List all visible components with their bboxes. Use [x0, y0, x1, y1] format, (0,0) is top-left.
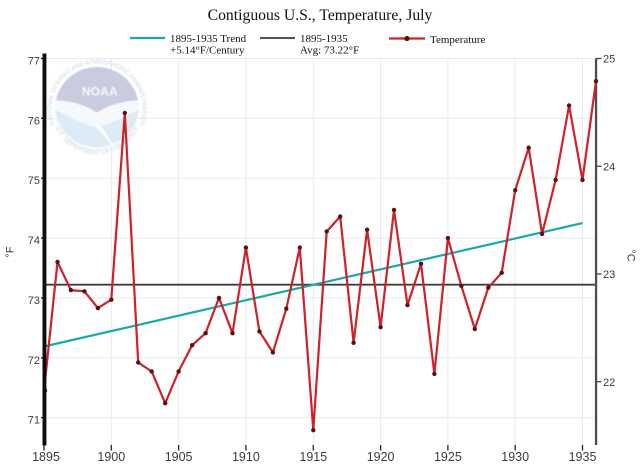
svg-text:NOAA: NOAA — [82, 85, 118, 99]
svg-text:1920: 1920 — [367, 450, 395, 464]
svg-text:22: 22 — [603, 377, 615, 389]
svg-text:75: 75 — [28, 175, 40, 187]
svg-text:1895-1935 Trend: 1895-1935 Trend — [170, 33, 247, 45]
svg-text:72: 72 — [28, 355, 40, 367]
svg-text:Contiguous U.S., Temperature,: Contiguous U.S., Temperature, July — [208, 7, 433, 24]
svg-text:1905: 1905 — [165, 450, 193, 464]
svg-text:74: 74 — [28, 235, 40, 247]
svg-text:+5.14°F/Century: +5.14°F/Century — [170, 45, 245, 57]
svg-text:23: 23 — [603, 269, 615, 281]
svg-text:24: 24 — [603, 161, 615, 173]
svg-text:Avg: 73.22°F: Avg: 73.22°F — [300, 45, 359, 57]
svg-text:77: 77 — [28, 56, 40, 68]
svg-text:71: 71 — [28, 415, 40, 427]
svg-text:73: 73 — [28, 295, 40, 307]
svg-text:1935: 1935 — [569, 450, 597, 464]
svg-text:1930: 1930 — [501, 450, 529, 464]
svg-text:1915: 1915 — [299, 450, 327, 464]
svg-text:Temperature: Temperature — [430, 34, 486, 46]
svg-text:1900: 1900 — [97, 450, 125, 464]
svg-text:°C: °C — [625, 249, 637, 261]
svg-text:1895: 1895 — [32, 450, 60, 464]
svg-text:1895-1935: 1895-1935 — [300, 33, 348, 45]
svg-text:°F: °F — [5, 246, 17, 257]
svg-text:25: 25 — [603, 54, 615, 66]
svg-text:76: 76 — [28, 115, 40, 127]
svg-text:1910: 1910 — [232, 450, 260, 464]
svg-text:1925: 1925 — [434, 450, 462, 464]
